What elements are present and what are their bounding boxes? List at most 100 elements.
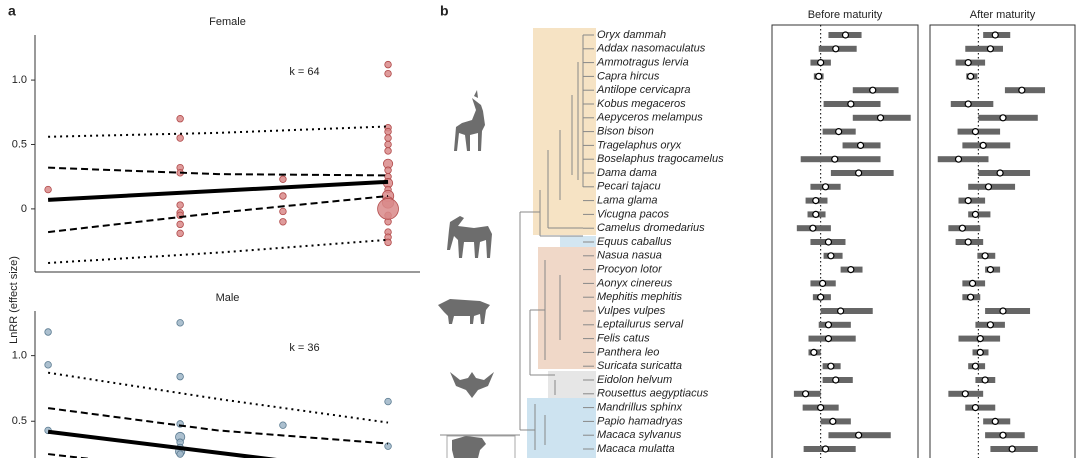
estimate [964, 100, 972, 108]
estimate [1018, 86, 1026, 94]
species-label: Mandrillus sphinx [597, 402, 682, 414]
point [279, 218, 287, 226]
point [176, 229, 184, 238]
plot-area [44, 319, 392, 458]
fit-line [48, 238, 389, 264]
estimate [986, 321, 995, 329]
estimate [847, 100, 855, 108]
point [176, 220, 184, 229]
estimate [817, 404, 825, 412]
estimate [847, 266, 855, 274]
estimate [841, 31, 850, 39]
chart-title: After maturity [970, 9, 1036, 21]
interval [937, 156, 989, 163]
estimate [855, 431, 863, 439]
estimate [976, 348, 984, 356]
chart-title: Male [216, 292, 240, 304]
estimate [979, 141, 987, 149]
fit-line [47, 371, 389, 424]
panel-label: a [8, 3, 16, 19]
estimate [964, 197, 972, 205]
point [176, 115, 184, 123]
species-label: Pecari tajacu [597, 181, 661, 193]
estimate [996, 169, 1004, 177]
species-label: Macaca mulatta [597, 443, 675, 455]
point [176, 201, 184, 209]
estimate [827, 252, 835, 260]
estimate [824, 238, 833, 246]
species-label: Rousettus aegyptiacus [597, 388, 709, 400]
annotation: k = 36 [289, 342, 319, 354]
interval [830, 170, 894, 176]
estimate [856, 141, 865, 149]
estimate [986, 266, 995, 274]
species-label: Eidolon helvum [597, 374, 672, 386]
panel-label: b [440, 3, 449, 19]
estimate [1008, 445, 1016, 453]
estimate [817, 293, 825, 301]
estimate [954, 155, 963, 163]
species-label: Suricata suricatta [597, 360, 682, 372]
species-label: Antilope cervicapra [596, 84, 691, 96]
interval [965, 404, 996, 411]
estimate [971, 362, 980, 370]
plot-frame [771, 24, 919, 458]
clade-shade [560, 236, 596, 248]
estimate [986, 45, 995, 53]
estimate [812, 210, 820, 218]
clade-shade [538, 247, 596, 369]
fit-line [47, 429, 277, 458]
interval [800, 156, 881, 163]
species-label: Felis catus [597, 333, 650, 345]
y-tick-label: 0.5 [12, 138, 27, 150]
species-label: Aonyx cinereus [596, 277, 673, 289]
estimate [824, 335, 833, 343]
interval [820, 308, 873, 314]
point [279, 175, 287, 183]
point [176, 450, 184, 458]
point [44, 185, 52, 194]
y-tick-label: 1.0 [12, 350, 27, 362]
fit-line [48, 166, 389, 177]
estimate [812, 197, 820, 205]
estimate [971, 128, 980, 136]
fit-line [47, 453, 91, 458]
y-tick-label: 0 [21, 203, 27, 215]
species-label: Lama glama [597, 195, 658, 207]
species-label: Dama dama [597, 167, 657, 179]
estimate [984, 183, 993, 191]
point [176, 319, 184, 327]
point [384, 69, 392, 78]
species-label: Leptailurus serval [597, 319, 684, 331]
estimate [817, 58, 825, 67]
species-label: Addax nasomaculatus [596, 43, 706, 55]
estimate [821, 445, 830, 453]
species-label: Oryx dammah [597, 29, 666, 41]
estimate [991, 417, 999, 425]
estimate [968, 279, 977, 287]
species-label: Ammotragus lervia [596, 57, 689, 69]
estimate [829, 417, 837, 425]
estimate [824, 321, 833, 329]
estimate [976, 335, 984, 343]
interval [978, 170, 1031, 176]
species-label: Papio hamadryas [597, 415, 683, 427]
estimate [966, 72, 975, 81]
fit-line [47, 407, 389, 445]
estimate [999, 431, 1007, 439]
estimate [815, 72, 823, 81]
plot-area [44, 60, 399, 264]
estimate [999, 114, 1007, 122]
point [384, 442, 392, 450]
phylogeny [440, 35, 584, 458]
point [279, 192, 287, 200]
estimate [855, 169, 863, 177]
point [384, 140, 392, 149]
point [384, 127, 392, 136]
species-label: Panthera leo [597, 346, 659, 358]
species-label: Boselaphus tragocamelus [597, 153, 724, 165]
species-label: Macaca sylvanus [597, 429, 682, 441]
estimate [819, 279, 827, 287]
point [176, 372, 184, 381]
estimate [801, 390, 810, 398]
